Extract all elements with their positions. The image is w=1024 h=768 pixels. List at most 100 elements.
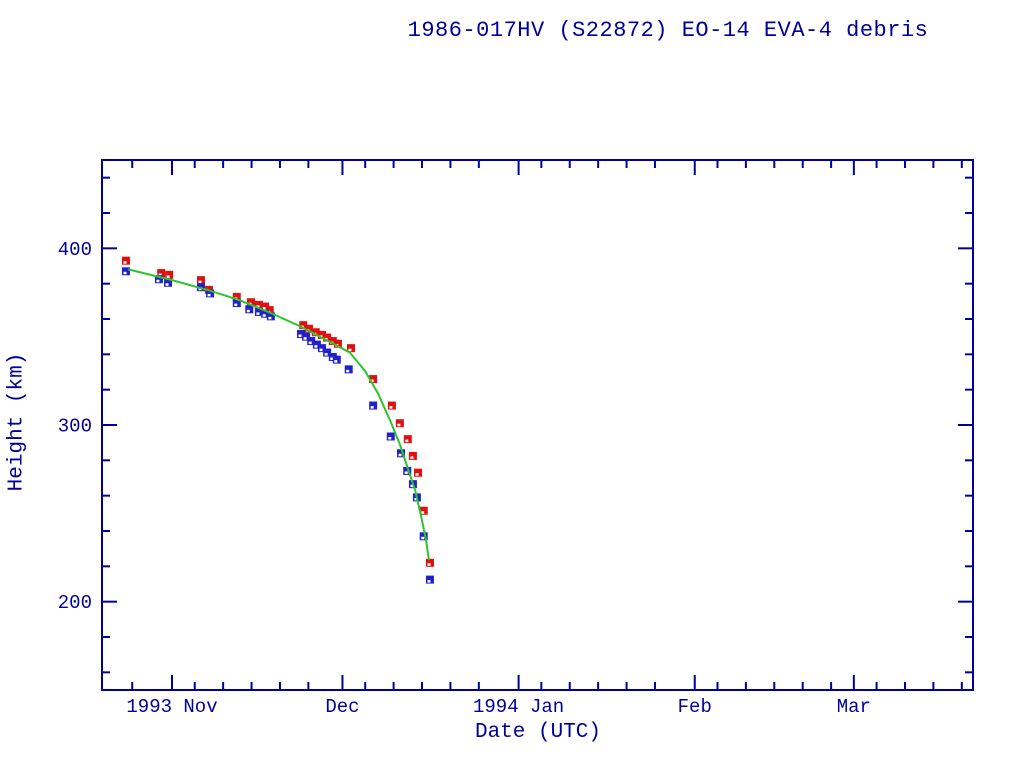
- blue-data-point-inner-mark: [427, 580, 431, 583]
- x-axis-title: Date (UTC): [474, 721, 602, 744]
- red-data-point: [414, 468, 423, 477]
- red-data-point: [387, 401, 396, 410]
- blue-data-point-inner-mark: [303, 337, 307, 340]
- blue-data-point: [344, 365, 353, 374]
- blue-data-point-inner-mark: [256, 312, 260, 315]
- blue-data-point-inner-mark: [346, 369, 350, 373]
- blue-data-point-inner-mark: [330, 357, 334, 360]
- red-data-point-inner-mark: [123, 261, 127, 264]
- blue-data-point-inner-mark: [404, 471, 408, 474]
- blue-data-point-inner-mark: [198, 287, 202, 291]
- red-data-point-inner-mark: [198, 280, 202, 284]
- blue-data-point-inner-mark: [262, 314, 266, 317]
- red-data-point: [299, 321, 308, 330]
- red-data-point-inner-mark: [389, 406, 393, 409]
- red-data-point-inner-mark: [410, 456, 414, 459]
- blue-data-point: [425, 575, 434, 584]
- blue-data-point-inner-mark: [234, 303, 238, 307]
- red-data-point-inner-mark: [405, 439, 409, 443]
- red-data-point: [419, 506, 428, 515]
- red-data-point-inner-mark: [256, 305, 260, 308]
- blue-data-point: [232, 299, 241, 308]
- blue-data-point-inner-mark: [165, 283, 169, 286]
- blue-data-point: [206, 289, 215, 298]
- blue-data-point: [164, 278, 173, 287]
- blue-data-point: [369, 401, 378, 410]
- decay-fit-line: [127, 268, 430, 561]
- blue-data-point-inner-mark: [398, 453, 402, 457]
- blue-data-point-inner-mark: [268, 316, 272, 320]
- red-data-point: [121, 256, 130, 265]
- blue-data-point-inner-mark: [314, 345, 318, 348]
- red-data-point: [232, 292, 241, 301]
- blue-data-point-inner-mark: [421, 536, 425, 540]
- blue-data-point-inner-mark: [207, 293, 211, 297]
- red-data-point: [318, 330, 327, 339]
- x-tick-label: Mar: [837, 696, 871, 718]
- blue-data-point: [396, 449, 405, 458]
- blue-data-point-inner-mark: [414, 497, 418, 501]
- blue-data-point-inner-mark: [123, 271, 127, 275]
- x-tick-label: 1993 Nov: [126, 696, 217, 718]
- blue-data-point-inner-mark: [308, 341, 312, 345]
- blue-data-point: [323, 348, 332, 357]
- red-data-point-inner-mark: [166, 275, 170, 278]
- red-data-point: [425, 558, 434, 567]
- red-data-point: [395, 419, 404, 428]
- blue-data-point-inner-mark: [156, 279, 160, 283]
- blue-data-point: [386, 432, 395, 441]
- red-data-point: [254, 300, 263, 309]
- red-data-point-inner-mark: [262, 307, 266, 310]
- blue-data-point: [121, 267, 130, 276]
- blue-data-point: [318, 344, 327, 353]
- blue-data-point-inner-mark: [298, 334, 302, 338]
- blue-data-point: [332, 355, 341, 364]
- red-data-point: [333, 339, 342, 348]
- red-data-point-inner-mark: [427, 563, 431, 566]
- red-data-point: [304, 324, 313, 333]
- x-tick-label: Feb: [678, 696, 712, 718]
- red-data-point: [328, 337, 337, 346]
- blue-data-point: [296, 330, 305, 339]
- blue-data-point-inner-mark: [388, 436, 392, 440]
- blue-data-point-inner-mark: [370, 406, 374, 409]
- chart-title: 1986-017HV (S22872) EO-14 EVA-4 debris: [407, 18, 929, 43]
- red-data-point: [165, 270, 174, 279]
- blue-data-point: [266, 312, 275, 321]
- red-data-point: [408, 451, 417, 460]
- red-data-point: [196, 276, 205, 285]
- blue-data-point-inner-mark: [334, 360, 338, 363]
- blue-data-point: [403, 466, 412, 475]
- blue-data-point-inner-mark: [410, 484, 414, 488]
- red-data-point-inner-mark: [370, 379, 374, 383]
- y-tick-label: 400: [58, 239, 92, 261]
- red-data-point: [323, 333, 332, 342]
- red-data-point: [157, 269, 166, 278]
- red-data-point-inner-mark: [415, 473, 419, 476]
- blue-data-point: [307, 337, 316, 346]
- blue-data-point-inner-mark: [246, 309, 250, 313]
- red-data-point: [403, 435, 412, 444]
- red-data-point-inner-mark: [158, 273, 162, 277]
- x-tick-label: Dec: [325, 696, 359, 718]
- y-tick-label: 200: [58, 592, 92, 614]
- y-tick-label: 300: [58, 416, 92, 438]
- red-data-point: [261, 302, 270, 311]
- blue-data-point: [261, 309, 270, 318]
- blue-data-point: [419, 532, 428, 541]
- red-data-point-inner-mark: [421, 511, 425, 514]
- red-data-point: [311, 328, 320, 337]
- blue-data-point-inner-mark: [319, 348, 323, 352]
- blue-data-point: [312, 340, 321, 349]
- red-data-point: [265, 306, 274, 315]
- red-data-point-inner-mark: [348, 348, 352, 352]
- red-data-point: [369, 375, 378, 384]
- blue-data-point: [254, 307, 263, 316]
- red-data-point-inner-mark: [397, 423, 401, 427]
- x-tick-label: 1994 Jan: [473, 696, 564, 718]
- blue-data-point: [245, 305, 254, 314]
- blue-data-point: [302, 332, 311, 341]
- red-data-point: [346, 344, 355, 353]
